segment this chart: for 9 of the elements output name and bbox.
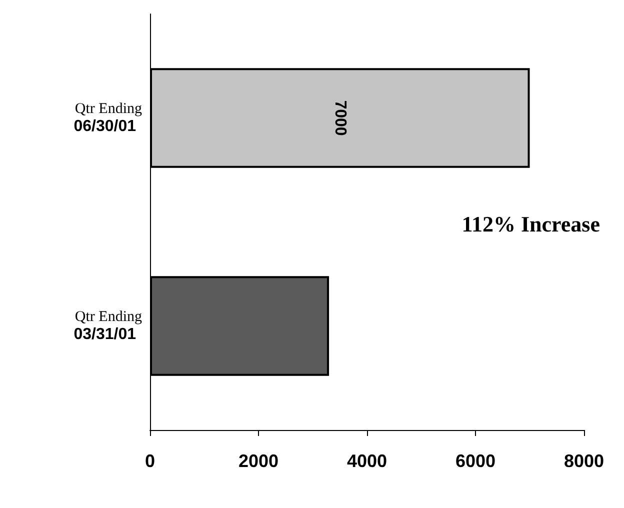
x-tick-label: 0 [144, 451, 156, 471]
annotation: 112% Increase [462, 212, 600, 236]
x-tick-label: 4000 [346, 451, 388, 471]
x-tick-label: 2000 [238, 451, 279, 471]
x-tick-label: 6000 [455, 451, 496, 471]
y-tick-label: Qtr Ending 03/31/01 [74, 309, 142, 343]
data-label: 7000 [331, 100, 348, 136]
x-tick-label: 8000 [564, 451, 604, 471]
y-tick-label: Qtr Ending 06/30/01 [74, 101, 142, 135]
